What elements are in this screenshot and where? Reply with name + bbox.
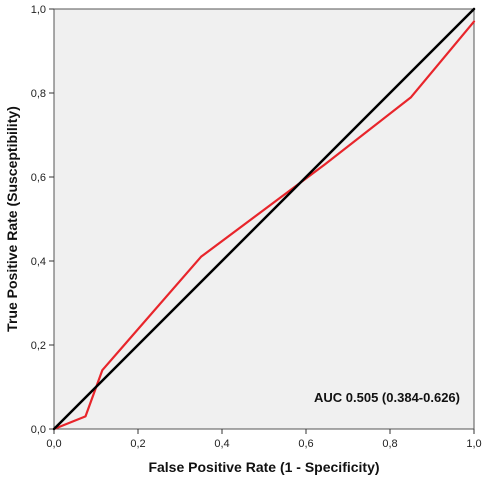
y-tick-label: 0,4 (31, 256, 46, 268)
y-tick-label: 0,0 (31, 424, 46, 436)
roc-curve-line (52, 20, 476, 431)
x-tick-label: 0,6 (298, 438, 313, 450)
x-axis-title: False Positive Rate (1 - Specificity) (148, 459, 379, 475)
x-tick-label: 0,2 (130, 438, 145, 450)
y-tick-label: 1,0 (31, 4, 46, 16)
y-tick-label: 0,8 (31, 88, 46, 100)
x-tick-label: 0,0 (46, 438, 61, 450)
auc-annotation: AUC 0.505 (0.384-0.626) (314, 390, 460, 405)
reference-diagonal-line (52, 7, 476, 431)
y-tick-label: 0,2 (31, 340, 46, 352)
x-tick-label: 0,4 (214, 438, 229, 450)
y-axis-title: True Positive Rate (Susceptibility) (4, 106, 20, 332)
y-tick-label: 0,6 (31, 172, 46, 184)
x-tick-label: 1,0 (466, 438, 481, 450)
x-tick-label: 0,8 (382, 438, 397, 450)
